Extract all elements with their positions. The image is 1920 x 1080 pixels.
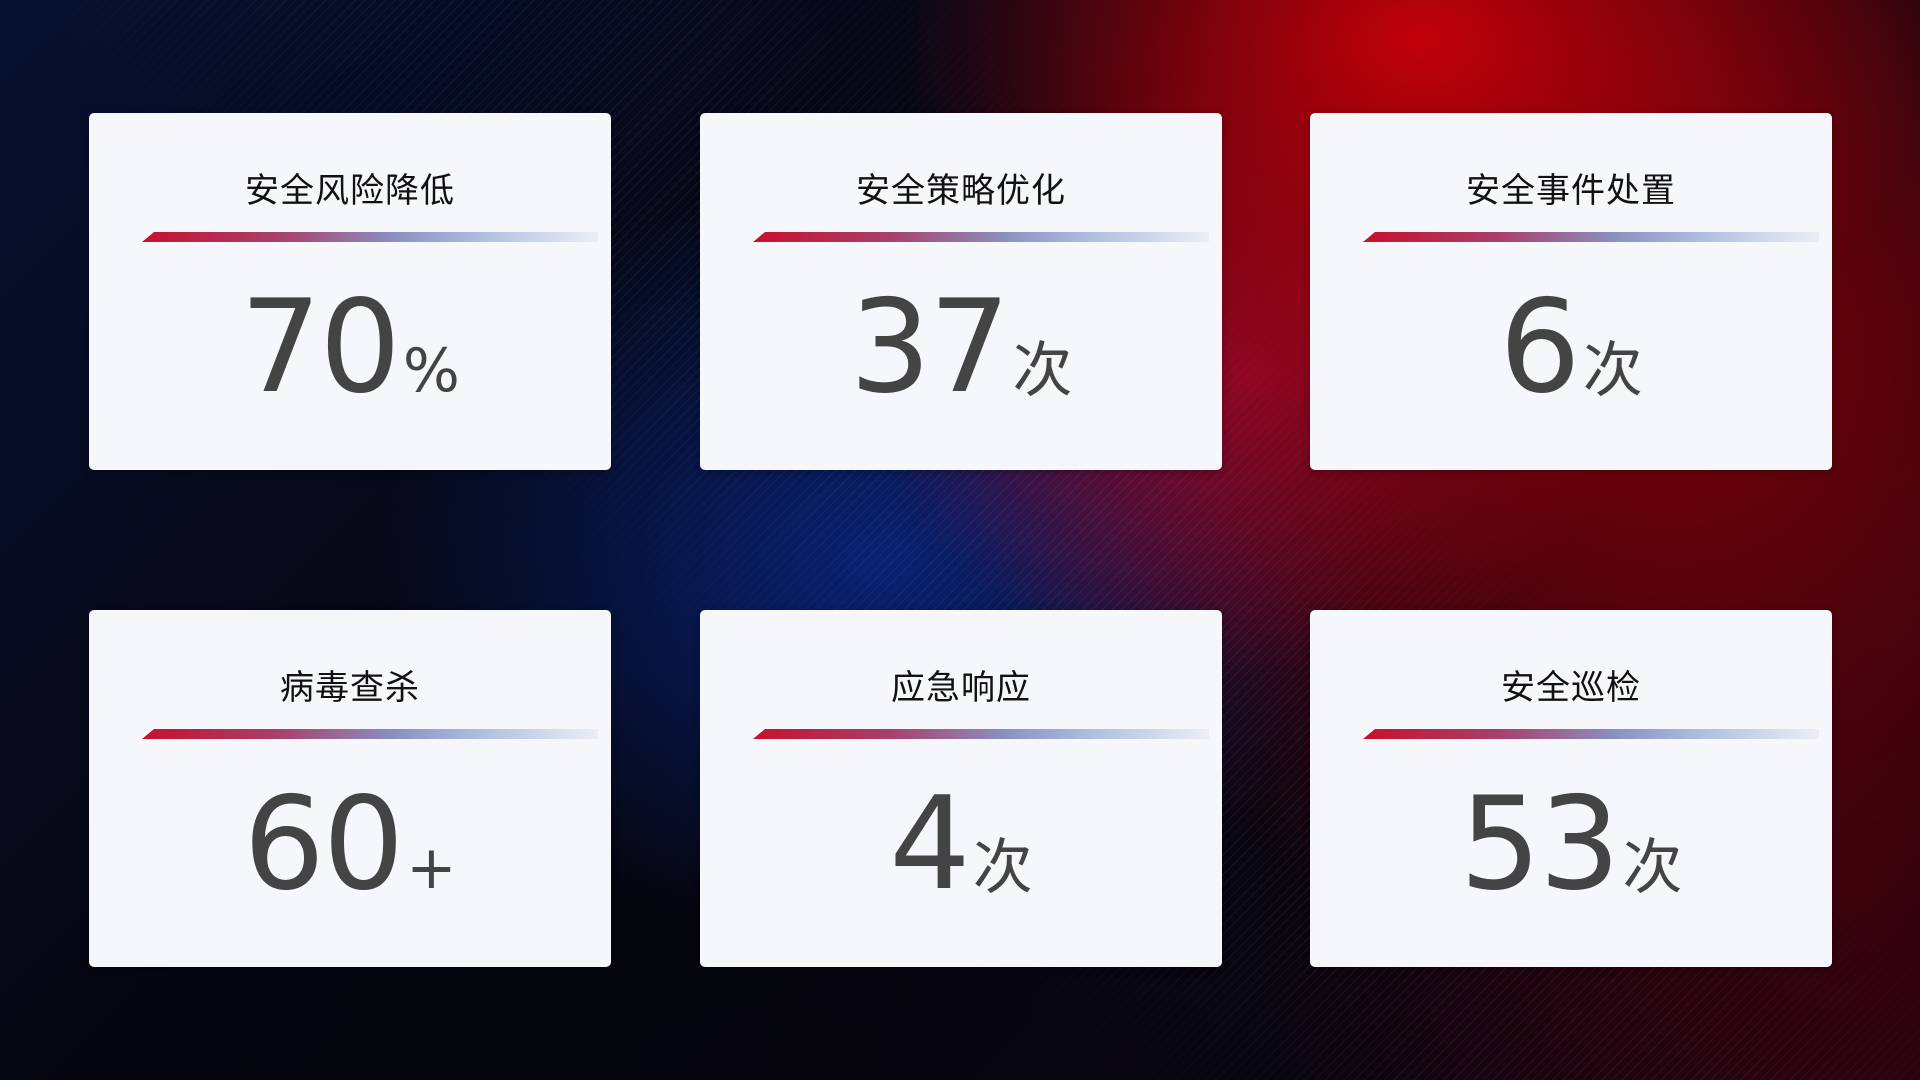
card-title: 病毒查杀	[280, 668, 420, 708]
gradient-divider	[753, 729, 1209, 739]
card-value: 53次	[1310, 770, 1832, 919]
stat-card-incident-handling: 安全事件处置 6次	[1310, 113, 1832, 470]
card-title: 安全风险降低	[245, 171, 455, 211]
stat-card-risk-reduction: 安全风险降低 70%	[89, 113, 611, 470]
gradient-divider	[1363, 729, 1819, 739]
stat-card-security-inspection: 安全巡检 53次	[1310, 610, 1832, 967]
card-value: 4次	[700, 770, 1222, 919]
gradient-divider	[142, 729, 598, 739]
value-number: 4	[889, 770, 970, 919]
card-value: 70%	[89, 273, 611, 422]
card-value: 60+	[89, 770, 611, 919]
value-unit: 次	[972, 833, 1033, 903]
gradient-divider	[1363, 232, 1819, 242]
value-number: 70	[240, 273, 401, 422]
card-title: 安全巡检	[1501, 668, 1641, 708]
value-number: 6	[1499, 273, 1580, 422]
card-title: 应急响应	[891, 668, 1031, 708]
value-number: 60	[243, 770, 404, 919]
card-value: 6次	[1310, 273, 1832, 422]
value-unit: 次	[1012, 336, 1073, 406]
value-unit: %	[402, 336, 460, 406]
stat-card-virus-removal: 病毒查杀 60+	[89, 610, 611, 967]
stat-card-policy-optimization: 安全策略优化 37次	[700, 113, 1222, 470]
card-title: 安全策略优化	[856, 171, 1066, 211]
value-unit: +	[406, 833, 457, 903]
value-unit: 次	[1582, 336, 1643, 406]
card-title: 安全事件处置	[1466, 171, 1676, 211]
value-number: 37	[849, 273, 1011, 422]
value-unit: 次	[1622, 833, 1683, 903]
card-value: 37次	[700, 273, 1222, 422]
stat-card-emergency-response: 应急响应 4次	[700, 610, 1222, 967]
value-number: 53	[1459, 770, 1621, 919]
gradient-divider	[142, 232, 598, 242]
gradient-divider	[753, 232, 1209, 242]
